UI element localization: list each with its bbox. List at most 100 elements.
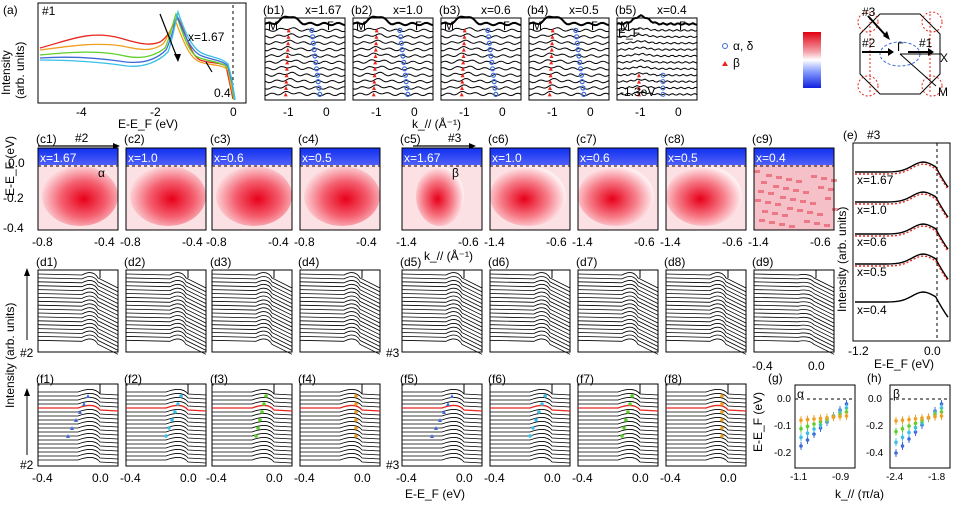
panel-d-label: (d7) <box>576 255 597 269</box>
panel-f-marker <box>82 402 86 406</box>
panel-d-edc-curve <box>753 336 835 351</box>
panel-f-marker <box>624 418 628 422</box>
panel-d-edc-curve <box>125 307 207 324</box>
panel-d-edc-curve <box>665 295 747 312</box>
panel-c-noise <box>797 209 803 212</box>
panel-f-marker <box>354 394 358 398</box>
panel-d-edc-curve <box>577 338 659 355</box>
panel-d-edc-curve <box>665 287 747 304</box>
bz-gamma: Γ <box>897 40 904 54</box>
panel-b-alpha-marker <box>493 91 499 98</box>
panel-c-noise <box>796 180 802 183</box>
panel-b-frame <box>616 17 698 101</box>
panel-d-edc-curve <box>211 291 293 308</box>
bz-m: M <box>938 85 948 99</box>
panel-b-mdc-curve <box>616 33 698 39</box>
panel-b-alpha-marker <box>490 66 496 72</box>
panel-f-edc-curve <box>402 453 483 460</box>
panel-f-edc-curve <box>38 457 119 464</box>
panel-a-curve-cyan <box>39 9 236 101</box>
panel-f-edc-curve <box>666 437 747 444</box>
panel-b-alpha-marker <box>580 85 586 91</box>
panel-f-edc-curve <box>38 413 119 420</box>
panel-b-mdc-curve <box>528 65 610 71</box>
panel-f-marker <box>720 426 724 430</box>
panel-d-edc-curve <box>577 322 659 340</box>
panel-f-edc-curve <box>300 425 381 432</box>
panel-c-xtick: -0.4 <box>356 235 377 249</box>
panel-c-noise <box>793 189 799 192</box>
panel-f-edc-curve <box>578 433 659 440</box>
panel-d-edc-curve <box>665 283 747 301</box>
panel-b-beta-marker <box>462 28 467 33</box>
panel-d-edc-curve <box>125 330 207 347</box>
panel-f-edc-curve <box>490 441 571 448</box>
panel-b-mdc-curve <box>264 27 346 33</box>
panel-f-marker <box>720 418 724 422</box>
panel-b-alpha-marker <box>579 78 585 85</box>
panel-d-edc-curve <box>211 276 293 293</box>
panel-c-spectral-weight <box>666 166 742 226</box>
dispersion-point <box>805 417 810 422</box>
panel-c-label: (c7) <box>576 132 597 146</box>
panel-d-edc-curve <box>125 295 207 312</box>
dispersion-point <box>799 427 803 431</box>
panel-b-m-label: M <box>444 19 454 33</box>
panel-f-edc-curve <box>666 453 747 460</box>
panel-f-edc-curve <box>490 457 571 464</box>
panel-c-ylabel: E-E_F (eV) <box>3 136 17 196</box>
panel-d-edc-curve <box>489 319 571 336</box>
panel-f-edc-curve <box>578 441 659 448</box>
panel-c-noise <box>754 170 760 173</box>
panel-f-edc-curve <box>126 425 207 432</box>
panel-b-xtick: -1 <box>635 105 646 119</box>
panel-f-edc-curve <box>300 413 381 420</box>
panel-b-mdc-curve <box>352 15 434 27</box>
panel-c-label: (c8) <box>664 132 685 146</box>
panel-f-marker <box>70 426 74 430</box>
panel-f-edc-curve <box>300 429 381 436</box>
panel-c-beta: β <box>452 166 459 180</box>
panel-d-edc-curve <box>37 280 119 297</box>
panel-f-edc-curve <box>212 421 293 428</box>
panel-f-xtick: 0.0 <box>544 471 561 485</box>
panel-d-edc-curve <box>401 280 483 297</box>
panel-d-edc-curve <box>401 276 483 293</box>
panel-c-cut-left: #2 <box>75 131 89 145</box>
panel-f-frame <box>125 383 207 467</box>
panel-f-edc-curve <box>126 421 207 428</box>
panel-c-right-arrowhead <box>469 143 476 149</box>
panel-d-edc-curve <box>489 291 571 308</box>
dispersion-point <box>812 427 816 431</box>
panel-c-frame <box>577 147 659 231</box>
panel-c-noise <box>758 190 764 193</box>
panel-c-blue-band <box>126 148 206 165</box>
panel-d-edc-curve <box>37 311 119 328</box>
panel-f-label: (f2) <box>124 372 142 386</box>
panel-c-label: (c9) <box>752 132 773 146</box>
panel-b-frame <box>528 17 610 101</box>
panel-d-edc-curve <box>577 299 659 316</box>
panel-f-frame <box>401 383 483 467</box>
panel-f-marker <box>254 434 258 438</box>
panel-d-edc-curve <box>665 330 747 347</box>
panel-f-label: (f5) <box>400 372 418 386</box>
panel-f-marker <box>720 410 724 414</box>
panel-g-ylabel: E-E_F (eV) <box>751 392 765 452</box>
panel-d-label: (d3) <box>210 255 231 269</box>
colorbar <box>803 32 821 88</box>
panel-c-noise <box>789 225 795 228</box>
panel-f-cut-left: #2 <box>20 458 34 472</box>
panel-b-beta-marker <box>550 28 555 33</box>
panel-f-edc-curve <box>38 453 119 460</box>
panel-c-xtick: -0.6 <box>810 235 831 249</box>
panel-f-edc-curve <box>126 457 207 464</box>
panel-f-edc-curve <box>212 429 293 436</box>
dispersion-point <box>894 419 898 423</box>
panel-f-edc-curve <box>402 397 483 404</box>
panel-b-mdc-curve <box>440 65 522 71</box>
panel-d-edc-curve <box>489 334 571 351</box>
panel-c-noise <box>814 222 820 225</box>
panel-c-blue-band <box>578 148 658 165</box>
panel-f-edc-curve <box>402 409 483 416</box>
